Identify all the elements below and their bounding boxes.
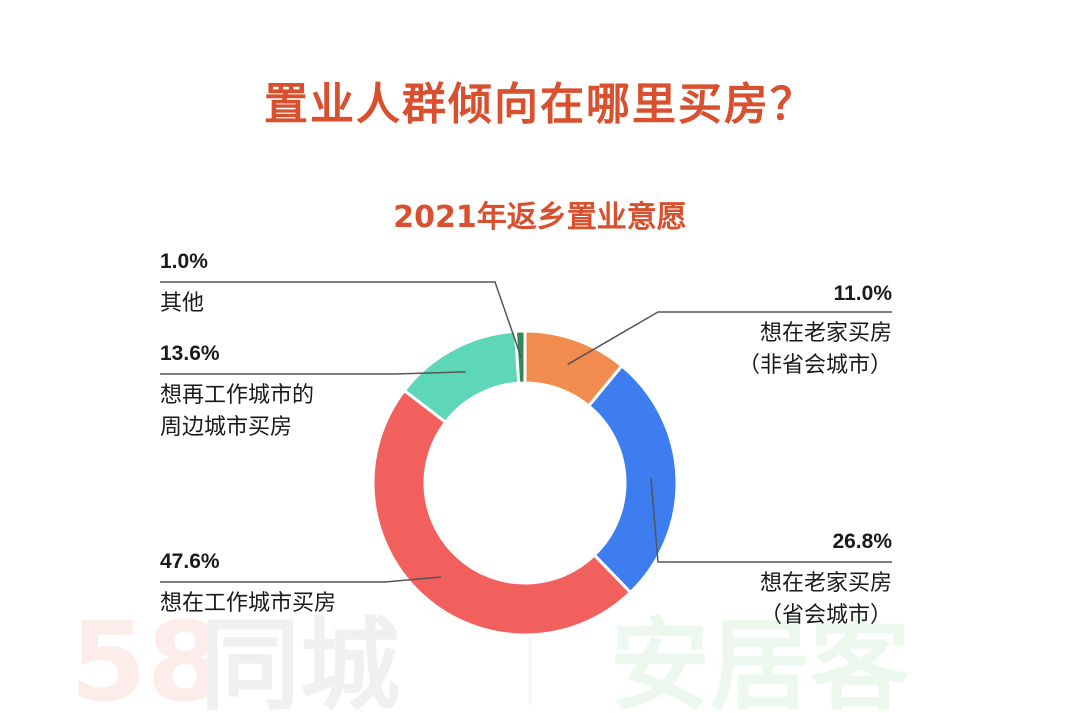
leader-line-work-city-surrounding (160, 371, 466, 375)
pct-label-other: 1.0% (160, 250, 208, 273)
slice-hometown-capital (586, 363, 679, 595)
desc-label-hometown-capital: （省会城市） (760, 603, 892, 628)
desc-label-work-city-surrounding: 想再工作城市的 (160, 383, 314, 408)
desc-label-hometown-non-capital: 想在老家买房 (760, 321, 892, 346)
pct-label-hometown-non-capital: 11.0% (834, 282, 893, 305)
slice-other (513, 329, 527, 385)
leader-lines (160, 281, 892, 583)
desc-label-hometown-non-capital: （非省会城市） (738, 353, 892, 378)
desc-label-work-city: 想在工作城市买房 (160, 591, 336, 616)
slice-labels: 11.0% 想在老家买房 （非省会城市） 26.8% 想在老家买房 （省会城市） 47.6%… (160, 250, 892, 628)
watermark-logo: 58 同城 安居客 (70, 598, 910, 713)
watermark-brand-right: 安居客 (610, 607, 910, 713)
page-title: 置业人群倾向在哪里买房？ (264, 79, 816, 130)
leader-line-hometown-non-capital (567, 311, 892, 366)
pct-label-work-city: 47.6% (160, 550, 220, 573)
desc-label-work-city-surrounding: 周边城市买房 (160, 415, 292, 440)
donut-slices (371, 329, 679, 637)
leader-line-other (160, 281, 522, 358)
leader-line-work-city (160, 576, 442, 583)
watermark-number: 58 (70, 598, 223, 713)
desc-label-hometown-capital: 想在老家买房 (760, 571, 892, 596)
pct-label-hometown-capital: 26.8% (832, 530, 892, 553)
slice-work-city (371, 388, 633, 637)
leader-line-hometown-capital (650, 478, 892, 563)
watermark-brand-left: 同城 (200, 607, 400, 713)
desc-label-other: 其他 (160, 291, 204, 316)
pct-label-work-city-surrounding: 13.6% (160, 342, 220, 365)
chart-subtitle: 2021年返乡置业意愿 (393, 200, 687, 235)
